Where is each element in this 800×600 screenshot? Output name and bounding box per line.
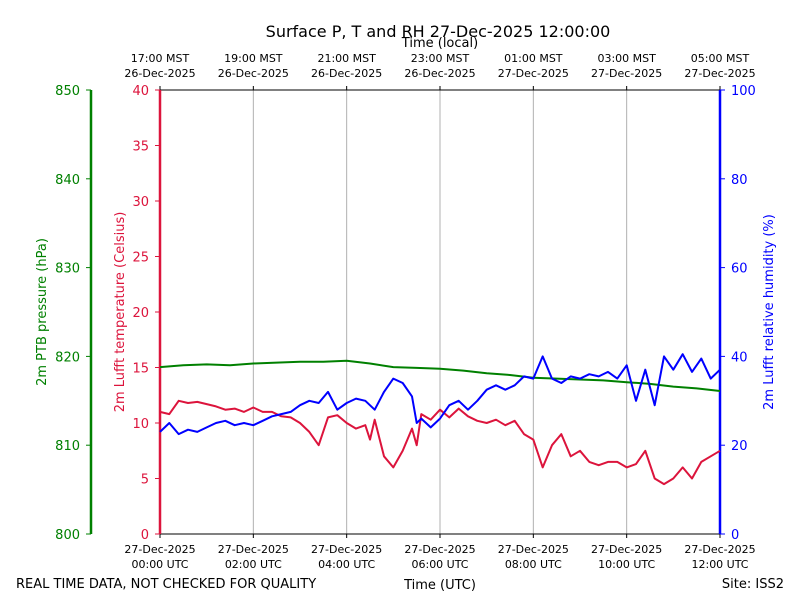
pressure-tick-label: 840	[55, 173, 80, 188]
temperature-axis-label: 2m Lufft temperature (Celsius)	[113, 212, 128, 413]
top-tick-label-time: 23:00 MST	[411, 52, 470, 65]
temperature-tick-label: 30	[132, 195, 149, 210]
x-tick-label-date: 27-Dec-2025	[591, 543, 662, 556]
pressure-series-line	[159, 359, 721, 392]
x-tick-label-time: 04:00 UTC	[318, 558, 375, 571]
temperature-tick-label: 35	[132, 140, 149, 155]
humidity-axis-label: 2m Lufft relative humidity (%)	[762, 214, 777, 410]
top-tick-label-time: 03:00 MST	[597, 52, 656, 65]
temperature-tick-label: 40	[132, 84, 149, 99]
x-tick-label-time: 12:00 UTC	[691, 558, 748, 571]
x-tick-label-date: 27-Dec-2025	[311, 543, 382, 556]
chart-title: Surface P, T and RH 27-Dec-2025 12:00:00	[266, 22, 611, 41]
pressure-tick-label: 820	[55, 350, 80, 365]
pressure-axis-label: 2m PTB pressure (hPa)	[35, 238, 50, 386]
x-tick-label-date: 27-Dec-2025	[404, 543, 475, 556]
top-tick-label-time: 05:00 MST	[691, 52, 750, 65]
humidity-tick-label: 80	[731, 173, 748, 188]
temperature-tick-label: 20	[132, 306, 149, 321]
top-tick-label-date: 26-Dec-2025	[404, 67, 475, 80]
top-tick-label-time: 21:00 MST	[317, 52, 376, 65]
temperature-tick-label: 25	[132, 251, 149, 266]
x-tick-label-date: 27-Dec-2025	[684, 543, 755, 556]
pressure-tick-label: 800	[55, 528, 80, 543]
x-axis-label: Time (UTC)	[403, 578, 476, 593]
humidity-tick-label: 0	[731, 528, 739, 543]
humidity-tick-label: 100	[731, 84, 756, 99]
temperature-series-line	[159, 399, 721, 486]
top-tick-label-date: 27-Dec-2025	[684, 67, 755, 80]
x-tick-label-date: 27-Dec-2025	[498, 543, 569, 556]
temperature-tick-label: 5	[141, 473, 149, 488]
footer-quality-note: REAL TIME DATA, NOT CHECKED FOR QUALITY	[16, 577, 316, 592]
top-tick-label-time: 17:00 MST	[131, 52, 190, 65]
top-tick-label-time: 19:00 MST	[224, 52, 283, 65]
footer-site-label: Site: ISS2	[722, 577, 784, 592]
x-tick-label-time: 00:00 UTC	[131, 558, 188, 571]
x-tick-label-time: 02:00 UTC	[225, 558, 282, 571]
humidity-tick-label: 40	[731, 350, 748, 365]
top-axis-label: Time (local)	[401, 36, 478, 51]
x-tick-label-time: 06:00 UTC	[411, 558, 468, 571]
temperature-tick-label: 10	[132, 417, 149, 432]
top-tick-label-time: 01:00 MST	[504, 52, 563, 65]
humidity-tick-label: 20	[731, 439, 748, 454]
top-tick-label-date: 27-Dec-2025	[591, 67, 662, 80]
x-tick-label-time: 08:00 UTC	[505, 558, 562, 571]
top-tick-label-date: 26-Dec-2025	[311, 67, 382, 80]
x-tick-label-time: 10:00 UTC	[598, 558, 655, 571]
temperature-tick-label: 15	[132, 362, 149, 377]
x-tick-label-date: 27-Dec-2025	[218, 543, 289, 556]
top-tick-label-date: 26-Dec-2025	[124, 67, 195, 80]
pressure-tick-label: 810	[55, 439, 80, 454]
temperature-tick-label: 0	[141, 528, 149, 543]
pressure-tick-label: 830	[55, 262, 80, 277]
x-tick-label-date: 27-Dec-2025	[124, 543, 195, 556]
plot-area: 27-Dec-2025 00:00 UTC 27-Dec-2025 02:00 UTC…	[55, 52, 756, 571]
pressure-tick-label: 850	[55, 84, 80, 99]
humidity-series-line	[159, 353, 721, 436]
humidity-tick-label: 60	[731, 262, 748, 277]
top-tick-label-date: 26-Dec-2025	[218, 67, 289, 80]
top-tick-label-date: 27-Dec-2025	[498, 67, 569, 80]
vertical-gridlines	[159, 90, 721, 534]
